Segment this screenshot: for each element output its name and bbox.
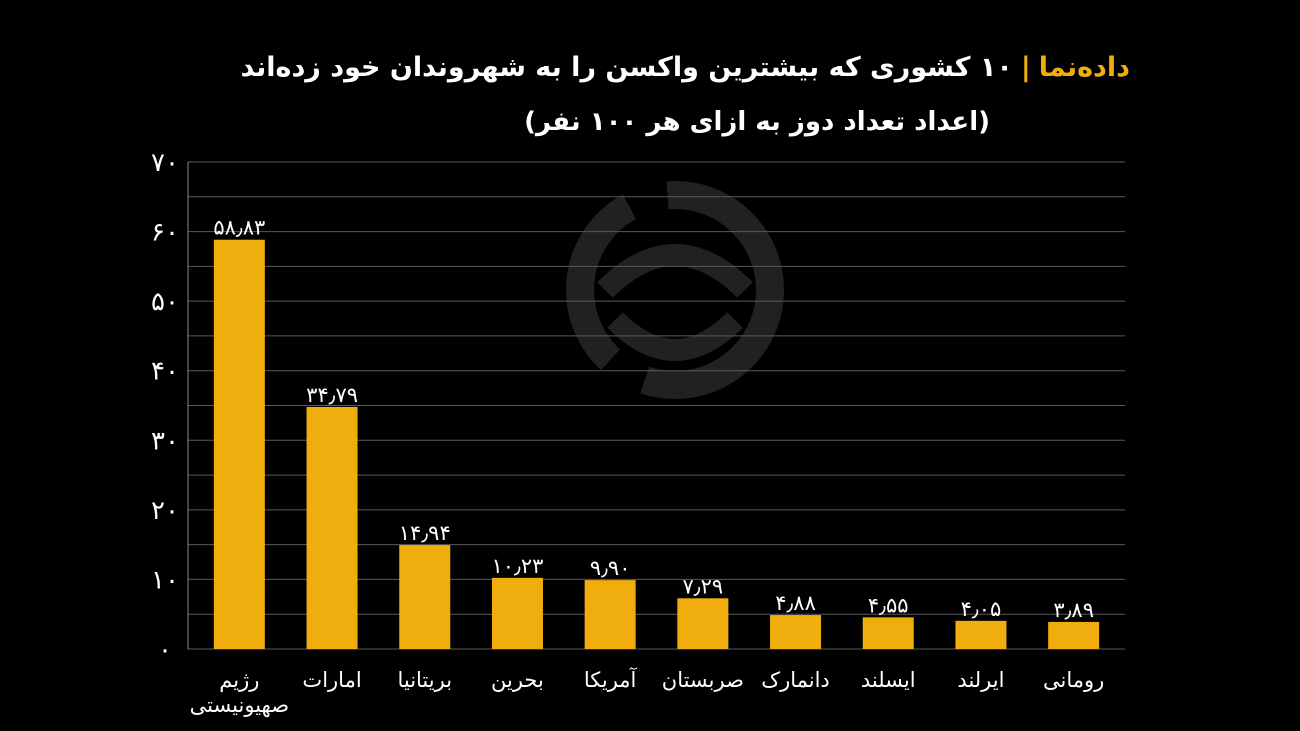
data-label: ۴٫۵۵ — [868, 593, 909, 617]
bar — [306, 406, 358, 649]
y-tick-label: ۵۰ — [151, 287, 179, 317]
y-tick-label: ۲۰ — [151, 496, 179, 526]
x-tick-label: دانمارک — [761, 668, 830, 692]
x-tick-label: بریتانیا — [397, 668, 453, 692]
bar — [955, 620, 1007, 649]
data-label: ۴٫۸۸ — [775, 591, 816, 615]
x-tick-label: ایرلند — [957, 668, 1005, 692]
data-label: ۱۰٫۲۳ — [491, 554, 543, 578]
x-tick-label: رومانی — [1043, 668, 1105, 692]
data-label: ۹٫۹۰ — [590, 556, 631, 580]
data-label: ۳۴٫۷۹ — [306, 383, 358, 407]
y-tick-label: ۶۰ — [151, 218, 179, 248]
chart-subtitle: (اعداد تعداد دوز به ازای هر ۱۰۰ نفر) — [524, 107, 990, 137]
bar — [770, 615, 822, 649]
x-tick-label: آمریکا — [583, 668, 637, 692]
bar — [862, 617, 914, 649]
bar — [677, 598, 729, 649]
data-label: ۵۸٫۸۳ — [213, 216, 265, 240]
x-tick-label: امارات — [302, 668, 362, 692]
y-tick-label: ۷۰ — [151, 148, 179, 178]
x-tick-label: بحرین — [491, 668, 544, 692]
bar — [213, 239, 265, 649]
y-tick-label: ۱۰ — [151, 565, 179, 595]
y-tick-label: ۳۰ — [151, 426, 179, 456]
y-tick-label: ۰ — [158, 635, 172, 665]
title-separator: | — [1020, 52, 1031, 83]
bar — [399, 545, 451, 649]
chart-title: داده‌نما|۱۰ کشوری که بیشترین واکسن را به… — [130, 48, 1130, 88]
title-text: ۱۰ کشوری که بیشترین واکسن را به شهروندان… — [240, 52, 1013, 83]
x-tick-label: ایسلند — [860, 668, 916, 692]
brand-label: داده‌نما — [1038, 52, 1130, 83]
x-tick-label: صربستان — [661, 668, 744, 692]
bar — [584, 580, 636, 649]
data-label: ۳٫۸۹ — [1053, 598, 1094, 622]
data-label: ۱۴٫۹۴ — [399, 521, 451, 545]
y-tick-label: ۴۰ — [151, 357, 179, 387]
x-tick-label: رژیم صهیونیستی — [189, 668, 290, 717]
data-label: ۴٫۰۵ — [961, 597, 1002, 621]
bar — [491, 577, 543, 649]
bar — [1048, 621, 1100, 649]
data-label: ۷٫۲۹ — [683, 574, 724, 598]
